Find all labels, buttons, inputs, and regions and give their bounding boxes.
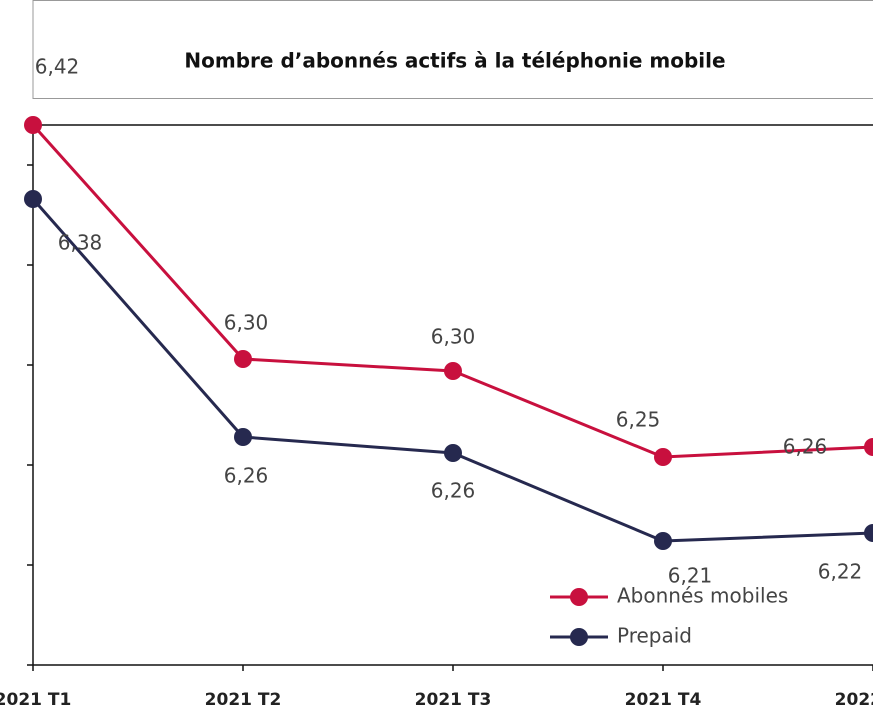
point bbox=[234, 350, 252, 368]
legend-marker bbox=[570, 588, 588, 606]
data-label: 6,30 bbox=[224, 311, 269, 335]
chart-title: Nombre d’abonnés actifs à la téléphonie … bbox=[184, 49, 725, 73]
x-tick-label: 2021 T2 bbox=[205, 690, 282, 710]
series-line bbox=[31, 123, 873, 459]
data-label: 6,22 bbox=[818, 560, 863, 584]
point bbox=[654, 532, 672, 550]
point bbox=[444, 362, 462, 380]
data-label: 6,30 bbox=[431, 325, 476, 349]
x-tick-label: 2021 T1 bbox=[0, 690, 71, 710]
x-tick-label: 2022 T1 bbox=[835, 690, 873, 710]
point bbox=[654, 448, 672, 466]
point bbox=[444, 444, 462, 462]
point bbox=[24, 190, 42, 208]
data-label: 6,26 bbox=[431, 479, 476, 503]
legend-label: Abonnés mobiles bbox=[617, 584, 788, 608]
data-label: 6,42 bbox=[35, 55, 80, 79]
legend-marker bbox=[570, 628, 588, 646]
data-label: 6,25 bbox=[616, 408, 661, 432]
data-label: 6,26 bbox=[783, 435, 828, 459]
point bbox=[24, 116, 42, 134]
x-tick-label: 2021 T4 bbox=[625, 690, 702, 710]
data-label: 6,26 bbox=[224, 464, 269, 488]
data-label: 6,38 bbox=[58, 231, 103, 255]
point bbox=[234, 428, 252, 446]
x-tick-label: 2021 T3 bbox=[415, 690, 492, 710]
data-label: 6,21 bbox=[668, 564, 713, 588]
legend-label: Prepaid bbox=[617, 624, 692, 648]
point bbox=[864, 438, 873, 456]
title-box bbox=[32, 0, 873, 99]
point bbox=[864, 524, 873, 542]
